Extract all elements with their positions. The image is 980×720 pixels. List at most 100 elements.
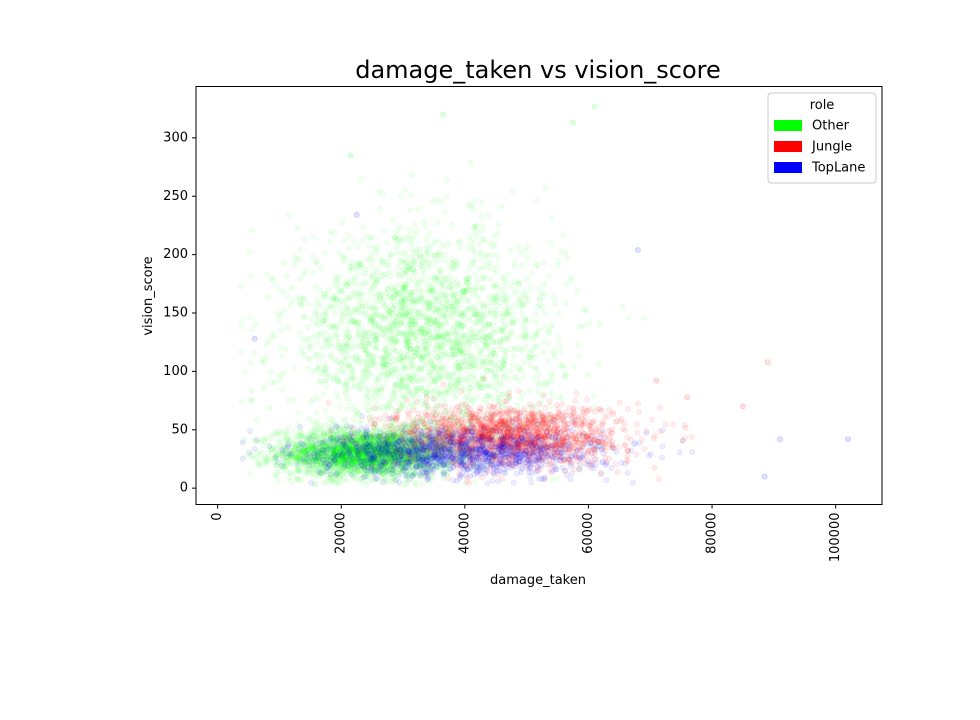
data-point (502, 347, 509, 354)
data-point (338, 453, 345, 459)
data-point (237, 348, 244, 355)
data-point (396, 454, 403, 461)
data-point (359, 454, 366, 460)
data-point (302, 446, 308, 453)
data-point (337, 436, 344, 443)
data-point (313, 454, 320, 461)
data-point (365, 334, 372, 341)
data-point (440, 436, 447, 443)
data-point (371, 344, 378, 351)
data-point (332, 448, 338, 455)
data-point (546, 330, 553, 337)
data-point (464, 440, 471, 447)
data-point (304, 458, 310, 465)
data-point (483, 463, 490, 470)
data-point (367, 458, 374, 465)
data-point (408, 439, 415, 446)
data-point (369, 256, 376, 263)
data-point (354, 453, 361, 460)
data-point (365, 398, 372, 405)
data-point (342, 452, 349, 459)
data-point (432, 448, 439, 455)
data-point (385, 463, 392, 469)
data-point (265, 294, 271, 300)
points-layer (237, 103, 851, 489)
data-point (311, 459, 318, 465)
data-point (415, 459, 422, 466)
data-point (472, 229, 479, 236)
data-point (466, 275, 473, 282)
data-point (365, 455, 372, 462)
data-point (296, 275, 303, 282)
data-point (369, 447, 376, 454)
data-point (383, 441, 390, 448)
data-point (407, 449, 413, 456)
data-point (394, 455, 401, 462)
data-point (310, 269, 317, 276)
data-point (422, 223, 428, 230)
data-point (314, 395, 321, 401)
data-point (373, 311, 380, 317)
data-point (351, 451, 358, 457)
data-point (516, 377, 522, 384)
data-point (389, 462, 396, 469)
data-point (260, 384, 267, 391)
data-point (325, 453, 332, 459)
data-point (345, 376, 351, 383)
data-point (332, 302, 339, 309)
data-point (570, 119, 576, 126)
data-point (356, 450, 362, 457)
data-point (331, 310, 338, 316)
data-point (408, 318, 415, 324)
data-point (478, 328, 485, 335)
data-point (331, 451, 338, 458)
data-point (391, 449, 398, 455)
data-point (344, 439, 351, 446)
data-point (492, 451, 499, 458)
data-point (389, 457, 396, 463)
data-point (491, 362, 498, 369)
data-point (446, 284, 453, 291)
data-point (464, 349, 470, 355)
data-point (370, 443, 377, 450)
data-point (301, 295, 308, 302)
data-point (308, 432, 315, 439)
data-point (309, 461, 316, 468)
data-point (539, 339, 545, 346)
data-point (312, 424, 319, 431)
data-point (297, 466, 303, 473)
data-point (353, 448, 360, 455)
data-point (405, 339, 412, 345)
data-point (423, 466, 430, 473)
data-point (477, 317, 484, 324)
data-point (519, 309, 526, 316)
data-point (241, 368, 248, 375)
data-point (511, 353, 517, 360)
data-point (345, 463, 352, 469)
data-point (334, 469, 341, 476)
data-point (400, 260, 407, 266)
data-point (364, 462, 371, 469)
data-point (426, 304, 433, 311)
data-point (384, 466, 391, 472)
data-point (317, 287, 324, 293)
data-point (370, 472, 376, 479)
data-point (379, 447, 386, 454)
data-point (304, 458, 311, 465)
data-point (443, 319, 450, 326)
data-point (430, 440, 437, 447)
data-point (564, 281, 570, 287)
data-point (453, 328, 460, 335)
data-point (480, 285, 487, 292)
data-point (345, 333, 352, 340)
data-point (280, 259, 287, 266)
data-point (283, 273, 290, 280)
data-point (489, 292, 496, 299)
data-point (375, 451, 381, 457)
data-point (285, 452, 292, 459)
data-point (384, 447, 391, 454)
data-point (398, 193, 405, 200)
data-point (513, 316, 519, 323)
data-point (391, 454, 397, 460)
data-point (360, 465, 367, 472)
